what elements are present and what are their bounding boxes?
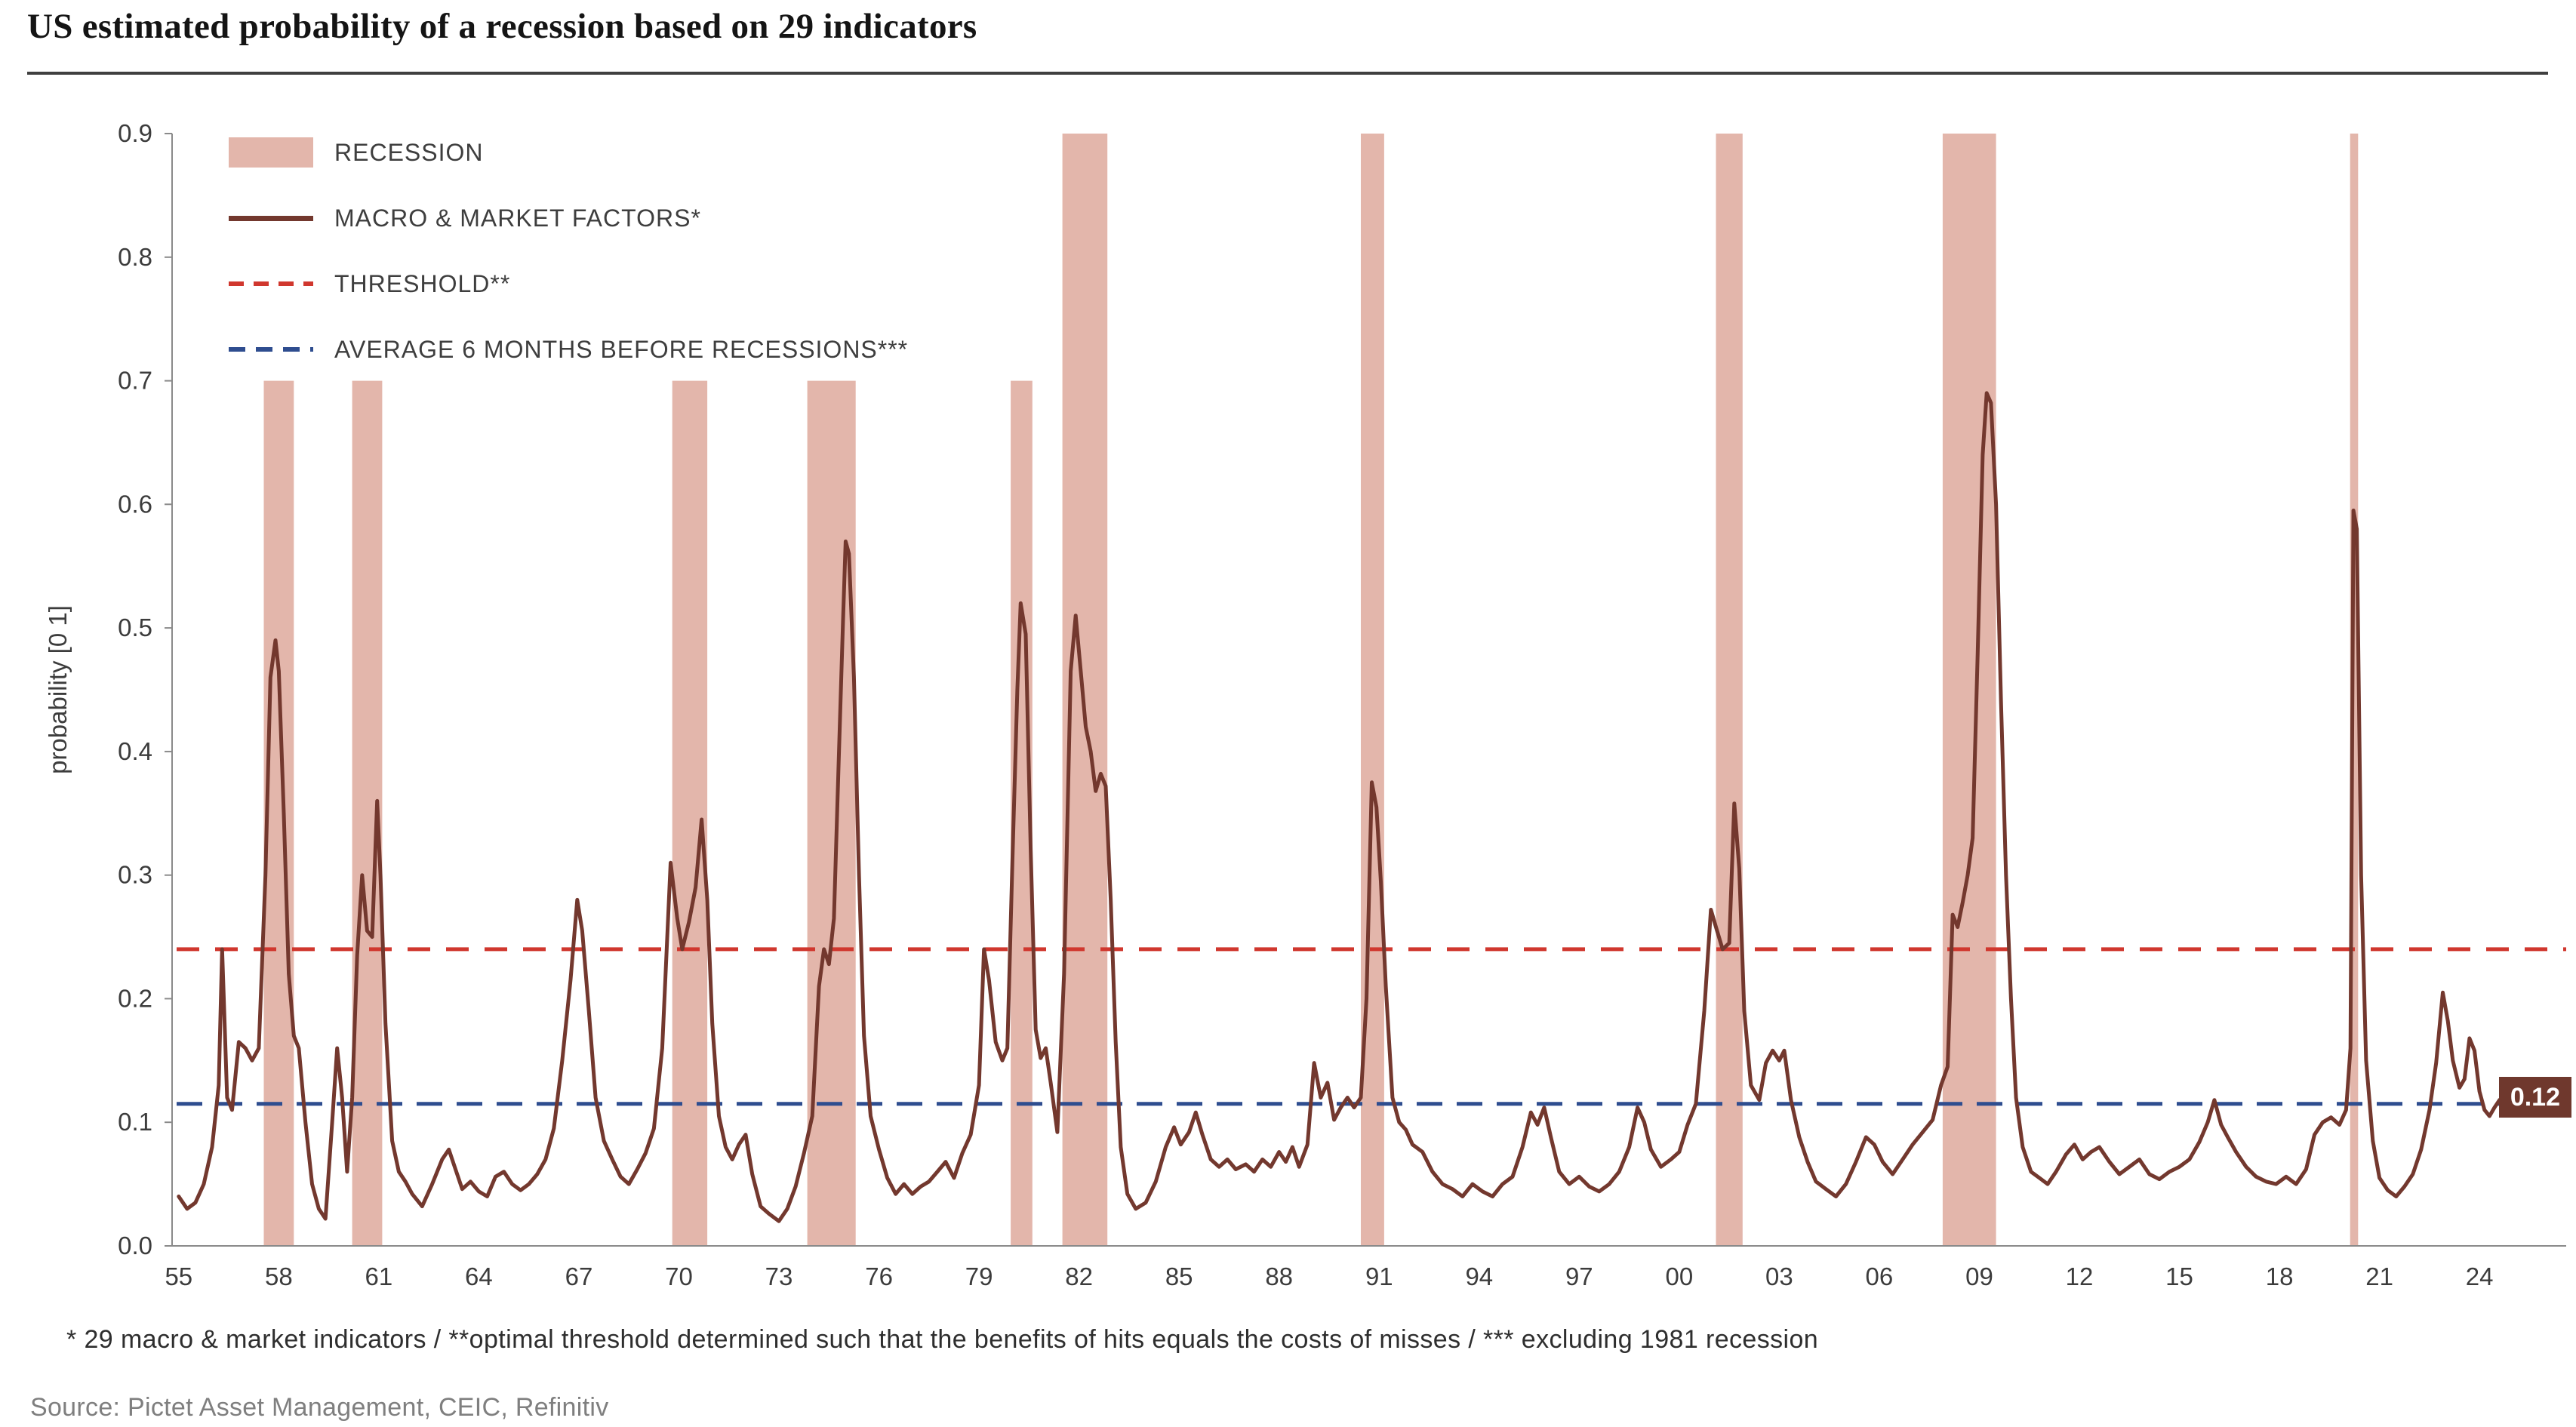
recession-band <box>1716 134 1743 1246</box>
x-tick-label: 12 <box>2066 1262 2094 1290</box>
x-tick-label: 18 <box>2266 1262 2294 1290</box>
x-tick-label: 76 <box>865 1262 893 1290</box>
legend-item: MACRO & MARKET FACTORS* <box>229 203 908 233</box>
x-tick-label: 24 <box>2466 1262 2494 1290</box>
recession-band <box>1942 134 1996 1246</box>
x-tick-label: 67 <box>565 1262 593 1290</box>
x-tick-label: 73 <box>765 1262 793 1290</box>
legend-item: THRESHOLD** <box>229 269 908 299</box>
x-tick-label: 61 <box>365 1262 393 1290</box>
x-tick-label: 15 <box>2165 1262 2193 1290</box>
y-tick-label: 0.1 <box>118 1108 152 1136</box>
x-tick-label: 88 <box>1265 1262 1293 1290</box>
y-tick-label: 0.7 <box>118 367 152 395</box>
source-line: Source: Pictet Asset Management, CEIC, R… <box>30 1393 609 1422</box>
legend-item: RECESSION <box>229 137 908 168</box>
x-tick-label: 03 <box>1765 1262 1793 1290</box>
legend-swatch-band <box>229 137 313 168</box>
x-tick-label: 82 <box>1065 1262 1093 1290</box>
y-tick-label: 0.4 <box>118 737 152 765</box>
y-tick-label: 0.0 <box>118 1232 152 1259</box>
legend-label: MACRO & MARKET FACTORS* <box>334 204 701 232</box>
legend-swatch-line <box>229 215 313 221</box>
x-tick-label: 91 <box>1365 1262 1393 1290</box>
x-tick-label: 94 <box>1465 1262 1493 1290</box>
recession-band <box>807 380 856 1247</box>
y-tick-label: 0.3 <box>118 861 152 889</box>
y-tick-label: 0.5 <box>118 614 152 641</box>
recession-band <box>1361 134 1384 1246</box>
legend-swatch-dash-blue <box>229 347 313 352</box>
x-tick-label: 79 <box>965 1262 993 1290</box>
macro-series-line <box>177 391 2505 1223</box>
x-tick-label: 58 <box>265 1262 293 1290</box>
legend-item: AVERAGE 6 MONTHS BEFORE RECESSIONS*** <box>229 334 908 364</box>
y-axis-title: probability [0 1] <box>44 605 72 774</box>
y-tick-label: 0.8 <box>118 243 152 271</box>
x-tick-label: 55 <box>165 1262 192 1290</box>
x-tick-label: 64 <box>465 1262 493 1290</box>
series-end-value-badge: 0.12 <box>2498 1077 2571 1118</box>
x-tick-label: 70 <box>665 1262 693 1290</box>
x-tick-label: 21 <box>2365 1262 2393 1290</box>
chart-legend: RECESSION MACRO & MARKET FACTORS* THRESHOL… <box>229 137 908 364</box>
legend-label: AVERAGE 6 MONTHS BEFORE RECESSIONS*** <box>334 335 909 363</box>
legend-swatch-dash-red <box>229 281 313 286</box>
y-tick-label: 0.9 <box>118 119 152 147</box>
title-rule <box>27 72 2548 75</box>
legend-label: RECESSION <box>334 138 484 166</box>
x-tick-label: 09 <box>1965 1262 1993 1290</box>
page-title: US estimated probability of a recession … <box>27 7 977 46</box>
y-tick-label: 0.6 <box>118 490 152 518</box>
x-tick-label: 06 <box>1866 1262 1894 1290</box>
legend-label: THRESHOLD** <box>334 269 511 297</box>
x-tick-label: 00 <box>1666 1262 1694 1290</box>
recession-band <box>672 380 708 1247</box>
y-tick-label: 0.2 <box>118 984 152 1012</box>
footnote: * 29 macro & market indicators / **optim… <box>66 1325 1819 1354</box>
x-tick-label: 97 <box>1565 1262 1593 1290</box>
x-tick-label: 85 <box>1165 1262 1193 1290</box>
